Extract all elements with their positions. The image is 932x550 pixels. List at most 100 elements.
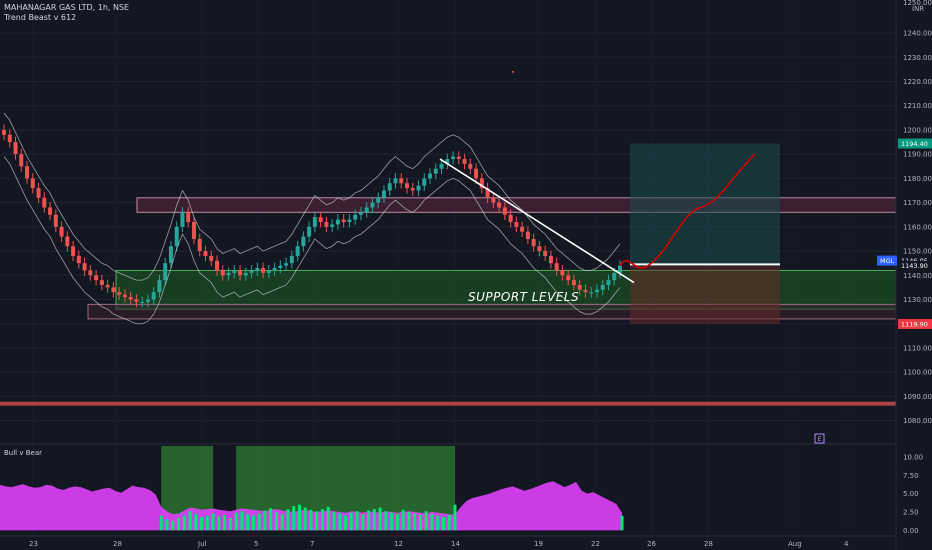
candle-body[interactable] <box>410 188 415 191</box>
candle-body[interactable] <box>341 219 346 222</box>
candle-body[interactable] <box>243 272 248 276</box>
candle-body[interactable] <box>594 289 599 293</box>
candle-body[interactable] <box>353 214 358 220</box>
candle-body[interactable] <box>157 280 162 293</box>
candle-body[interactable] <box>71 246 76 256</box>
candle-body[interactable] <box>301 236 306 247</box>
candle-body[interactable] <box>203 251 208 256</box>
earnings-marker-box[interactable] <box>814 433 825 444</box>
candlestick-series[interactable] <box>2 124 622 308</box>
candle-body[interactable] <box>456 156 461 160</box>
candle-body[interactable] <box>399 178 404 184</box>
candle-body[interactable] <box>312 217 317 227</box>
candle-body[interactable] <box>105 284 110 288</box>
candle-body[interactable] <box>577 284 582 290</box>
candle-body[interactable] <box>209 255 214 261</box>
candle-body[interactable] <box>543 251 548 256</box>
candle-body[interactable] <box>151 292 156 300</box>
candle-body[interactable] <box>168 246 173 264</box>
candle-body[interactable] <box>117 292 122 295</box>
candle-body[interactable] <box>278 265 283 269</box>
candle-body[interactable] <box>387 183 392 191</box>
candle-body[interactable] <box>174 226 179 247</box>
candle-body[interactable] <box>428 173 433 179</box>
candle-body[interactable] <box>59 226 64 237</box>
candle-body[interactable] <box>134 299 139 302</box>
candle-body[interactable] <box>520 226 525 232</box>
candle-body[interactable] <box>36 188 41 198</box>
candle-body[interactable] <box>284 263 289 266</box>
candle-body[interactable] <box>445 159 450 164</box>
candle-body[interactable] <box>163 263 168 281</box>
candle-body[interactable] <box>548 255 553 264</box>
candle-body[interactable] <box>76 255 81 264</box>
candle-body[interactable] <box>416 185 421 191</box>
indicator-label[interactable]: Trend Beast v 612 <box>4 13 77 22</box>
candle-body[interactable] <box>266 270 271 273</box>
candle-body[interactable] <box>485 188 490 198</box>
candle-body[interactable] <box>439 163 444 169</box>
candle-body[interactable] <box>30 178 35 189</box>
candle-body[interactable] <box>25 166 30 179</box>
candle-body[interactable] <box>324 222 329 227</box>
candle-body[interactable] <box>330 224 335 227</box>
candle-body[interactable] <box>13 142 18 155</box>
candle-body[interactable] <box>88 270 93 276</box>
candle-body[interactable] <box>566 275 571 281</box>
candle-body[interactable] <box>433 168 438 174</box>
candle-body[interactable] <box>128 297 133 300</box>
candle-body[interactable] <box>261 268 266 273</box>
candle-body[interactable] <box>364 207 369 213</box>
candle-body[interactable] <box>145 299 150 302</box>
candle-body[interactable] <box>404 183 409 189</box>
candle-body[interactable] <box>272 268 277 271</box>
candle-body[interactable] <box>220 270 225 276</box>
candle-body[interactable] <box>422 178 427 186</box>
candle-body[interactable] <box>618 265 622 273</box>
candle-body[interactable] <box>2 129 6 135</box>
candle-body[interactable] <box>474 168 479 179</box>
candle-body[interactable] <box>82 263 87 271</box>
candle-body[interactable] <box>479 178 484 189</box>
candle-body[interactable] <box>111 287 116 293</box>
candle-body[interactable] <box>514 222 519 227</box>
candle-body[interactable] <box>571 280 576 285</box>
candle-body[interactable] <box>249 270 254 273</box>
candle-body[interactable] <box>122 294 127 298</box>
candle-body[interactable] <box>600 284 605 290</box>
candle-body[interactable] <box>191 222 196 239</box>
candle-body[interactable] <box>186 212 191 222</box>
candle-body[interactable] <box>376 197 381 203</box>
candle-body[interactable] <box>531 238 536 247</box>
candle-body[interactable] <box>502 207 507 215</box>
candle-body[interactable] <box>289 255 294 264</box>
candle-body[interactable] <box>53 214 58 227</box>
candle-body[interactable] <box>232 270 237 273</box>
subpane-title[interactable]: Bull v Bear <box>4 449 42 457</box>
candle-body[interactable] <box>554 263 559 271</box>
candle-body[interactable] <box>99 280 104 285</box>
candle-body[interactable] <box>347 219 352 222</box>
candle-body[interactable] <box>462 159 467 164</box>
earnings-marker[interactable]: E <box>818 435 822 443</box>
candle-body[interactable] <box>335 219 340 225</box>
candle-body[interactable] <box>537 246 542 252</box>
candle-body[interactable] <box>295 246 300 256</box>
candle-body[interactable] <box>589 292 594 294</box>
candle-body[interactable] <box>606 280 611 285</box>
candle-body[interactable] <box>215 260 220 271</box>
candle-body[interactable] <box>19 154 24 167</box>
candle-body[interactable] <box>497 202 502 208</box>
candle-body[interactable] <box>318 217 323 222</box>
candle-body[interactable] <box>508 214 513 222</box>
candle-body[interactable] <box>358 212 363 215</box>
candle-body[interactable] <box>468 163 473 169</box>
candle-body[interactable] <box>381 190 386 198</box>
candle-body[interactable] <box>65 236 70 247</box>
candle-body[interactable] <box>370 202 375 208</box>
candle-body[interactable] <box>48 207 53 215</box>
candle-body[interactable] <box>307 226 312 237</box>
candle-body[interactable] <box>7 134 12 143</box>
candle-body[interactable] <box>451 156 456 160</box>
candle-body[interactable] <box>238 270 243 276</box>
